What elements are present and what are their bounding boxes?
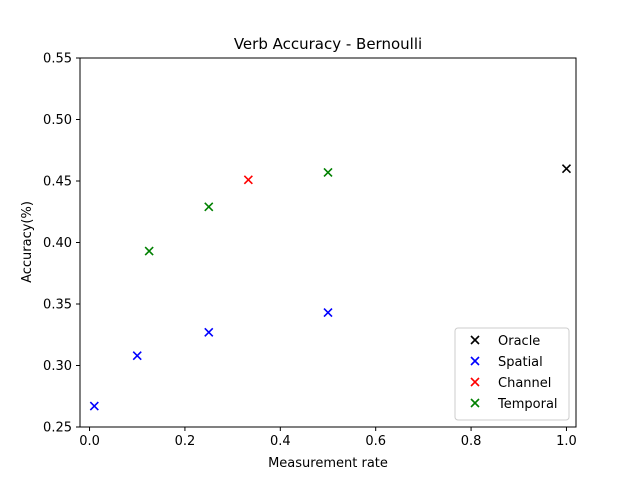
x-tick-label: 0.4 <box>270 434 291 449</box>
spatial-point <box>89 401 99 411</box>
y-tick-label: 0.25 <box>43 421 72 436</box>
oracle-point <box>561 164 572 174</box>
temporal-point <box>323 167 333 177</box>
temporal-point <box>204 202 214 212</box>
x-tick-label: 1.0 <box>556 434 577 449</box>
plot-area: 0.0 0.2 0.4 0.6 0.8 1.0 0.25 0.30 0.35 0.40 0.45 0.… <box>43 52 577 450</box>
y-tick-label: 0.40 <box>43 236 72 251</box>
legend-label: Spatial <box>498 355 543 370</box>
channel-point <box>243 175 253 185</box>
spatial-point <box>323 308 333 318</box>
spatial-point <box>132 351 142 361</box>
legend-label: Oracle <box>498 334 540 349</box>
oracle-legend-marker <box>470 335 480 345</box>
y-tick-label: 0.45 <box>43 175 72 190</box>
x-tick-label: 0.6 <box>365 434 386 449</box>
temporal-point <box>144 246 154 256</box>
channel-legend-marker <box>470 377 480 387</box>
legend-label: Channel <box>498 376 551 391</box>
spatial-point <box>204 327 214 337</box>
x-tick-label: 0.0 <box>79 434 100 449</box>
x-axis-title: Measurement rate <box>268 456 388 471</box>
y-tick-label: 0.30 <box>43 359 72 374</box>
y-tick-label: 0.55 <box>43 52 72 67</box>
y-tick-label: 0.50 <box>43 113 72 128</box>
x-tick-label: 0.8 <box>461 434 482 449</box>
temporal-legend-marker <box>470 398 480 408</box>
y-axis-title: Accuracy(%) <box>20 201 35 283</box>
spatial-legend-marker <box>470 356 480 366</box>
legend-label: Temporal <box>497 397 558 412</box>
x-tick-label: 0.2 <box>175 434 196 449</box>
y-tick-label: 0.35 <box>43 298 72 313</box>
chart-title: Verb Accuracy - Bernoulli <box>234 35 422 53</box>
legend: Oracle Spatial Channel Temporal <box>454 327 570 421</box>
legend-box <box>454 327 570 421</box>
